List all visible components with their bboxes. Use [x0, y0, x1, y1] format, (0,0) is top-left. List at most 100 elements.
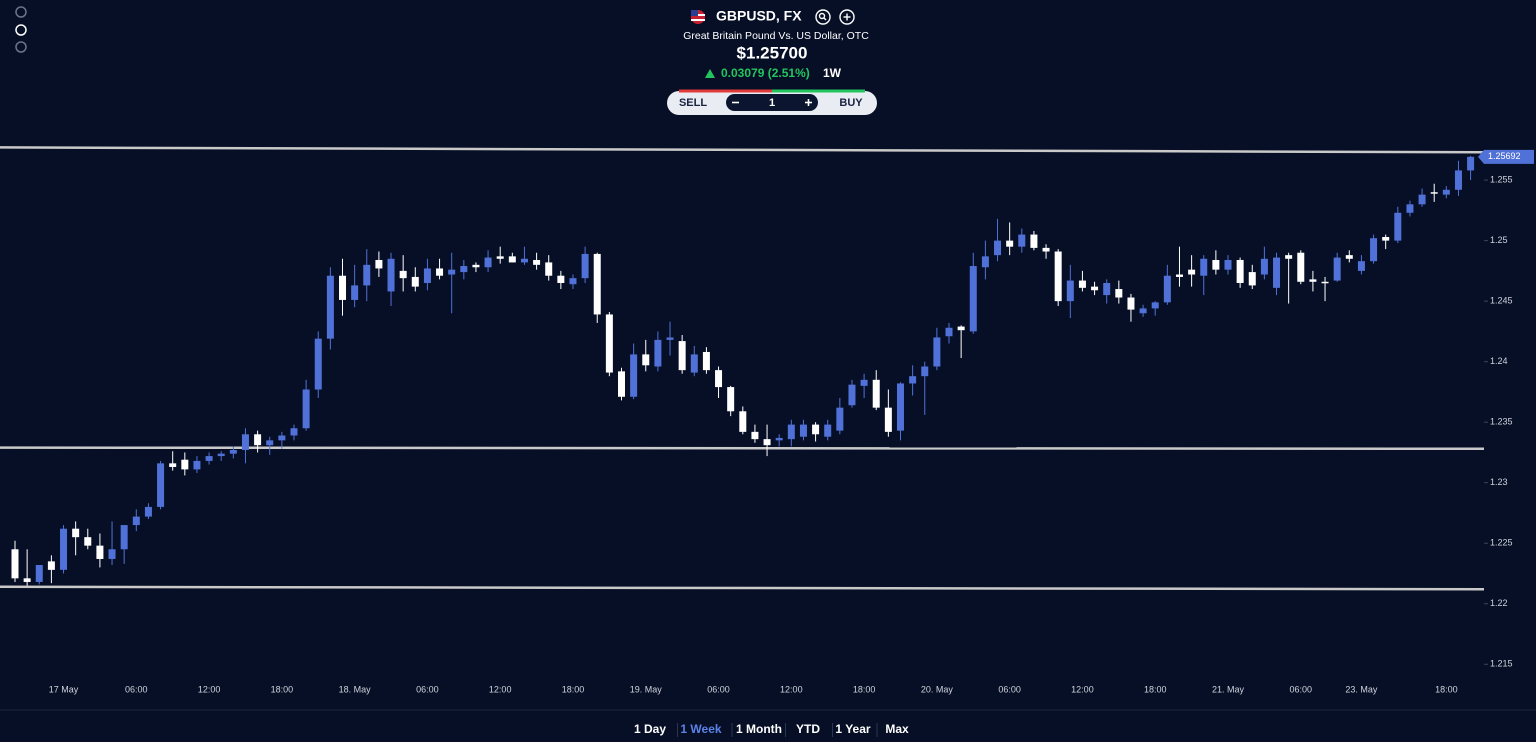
candle-body: [1297, 252, 1305, 282]
candle: [181, 452, 189, 476]
candle: [144, 503, 152, 520]
tool-icon[interactable]: [15, 24, 27, 36]
candle-body: [630, 354, 638, 397]
buy-button[interactable]: BUY: [839, 97, 863, 109]
add-button[interactable]: [839, 9, 855, 25]
x-tick-label: 06:00: [125, 684, 148, 694]
candle: [799, 419, 807, 441]
candle: [460, 259, 468, 280]
candle-body: [120, 525, 128, 550]
range-button[interactable]: YTD: [796, 722, 820, 736]
candle: [1345, 250, 1353, 263]
range-button[interactable]: 1 Day: [634, 722, 666, 736]
candle: [1030, 230, 1038, 251]
candle: [1139, 304, 1147, 317]
candle-body: [642, 354, 650, 366]
candle-body: [411, 276, 419, 287]
x-tick-label: 12:00: [780, 684, 803, 694]
candle: [775, 434, 783, 447]
candle: [593, 252, 601, 323]
candle-body: [751, 431, 759, 440]
candle: [715, 366, 723, 398]
candle-body: [1139, 308, 1147, 314]
candle-body: [1224, 259, 1232, 270]
trade-widget: SELL 1 BUY: [667, 89, 877, 115]
candle-body: [496, 256, 504, 259]
candle: [484, 250, 492, 273]
range-button[interactable]: 1 Month: [736, 722, 782, 736]
candle-body: [763, 439, 771, 446]
candle-body: [1054, 251, 1062, 302]
candle: [690, 345, 698, 377]
period: 1W: [823, 66, 842, 80]
range-button[interactable]: Max: [885, 722, 909, 736]
candle-body: [1418, 194, 1426, 205]
candle-body: [460, 266, 468, 273]
candle-body: [1273, 257, 1281, 288]
candle-body: [1321, 281, 1329, 284]
candle: [1151, 301, 1159, 316]
candle: [339, 258, 347, 316]
sell-button[interactable]: SELL: [679, 97, 707, 109]
price: $1.25700: [737, 43, 808, 62]
candle: [1357, 255, 1365, 275]
candle-body: [1454, 170, 1462, 190]
candle: [120, 525, 128, 564]
candle: [836, 397, 844, 435]
candle: [1382, 234, 1390, 250]
candle: [351, 264, 359, 308]
candle-body: [484, 257, 492, 268]
candle-body: [1078, 280, 1086, 288]
tool-icon[interactable]: [15, 41, 27, 53]
candle-body: [605, 314, 613, 373]
candle-body: [266, 440, 274, 446]
candle: [994, 218, 1002, 262]
candle: [1091, 281, 1099, 296]
candle: [981, 240, 989, 280]
candle-body: [1370, 238, 1378, 262]
candle: [1115, 280, 1123, 304]
candle: [1260, 246, 1268, 280]
trend-line: [0, 146, 1485, 154]
candle: [605, 312, 613, 377]
candle-body: [229, 450, 237, 454]
candle: [1333, 252, 1341, 282]
candle: [96, 533, 104, 568]
range-button[interactable]: 1 Week: [680, 722, 721, 736]
candle-body: [884, 407, 892, 432]
candle: [241, 428, 249, 464]
candle: [302, 379, 310, 431]
candle-body: [35, 565, 43, 582]
range-button[interactable]: 1 Year: [835, 722, 870, 736]
candle: [618, 367, 625, 401]
candle: [787, 419, 795, 447]
candle-body: [1018, 234, 1026, 247]
candle: [496, 246, 504, 264]
candle-body: [1357, 261, 1365, 271]
x-tick-label: 06:00: [1290, 684, 1313, 694]
candle-body: [860, 379, 868, 386]
candle-body: [739, 411, 747, 432]
tool-icon[interactable]: [15, 6, 27, 18]
candle: [533, 252, 541, 270]
candle-body: [132, 516, 140, 526]
candle: [1066, 264, 1074, 319]
candle: [1224, 255, 1232, 275]
candle: [557, 270, 565, 290]
candle: [630, 343, 638, 400]
candle-body: [581, 253, 589, 279]
candle-body: [1394, 212, 1402, 241]
y-tick-label: 1.215: [1490, 659, 1513, 669]
y-tick-label: 1.235: [1490, 417, 1513, 427]
candle-body: [533, 259, 541, 265]
candle: [1309, 270, 1317, 292]
search-button[interactable]: [815, 9, 831, 25]
candle: [1406, 200, 1414, 217]
candle: [642, 339, 650, 372]
candle: [314, 331, 322, 398]
x-tick-label: 12:00: [198, 684, 221, 694]
candle-body: [618, 371, 625, 397]
candle: [884, 389, 892, 437]
candle-body: [1200, 258, 1208, 276]
